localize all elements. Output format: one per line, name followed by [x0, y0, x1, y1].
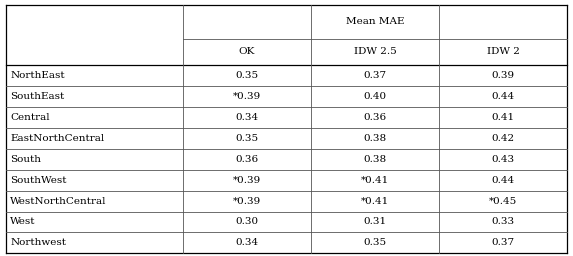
- Text: *0.39: *0.39: [233, 197, 261, 206]
- Text: 0.40: 0.40: [363, 92, 387, 101]
- Text: 0.38: 0.38: [363, 155, 387, 164]
- Text: 0.39: 0.39: [492, 71, 515, 80]
- Text: Mean MAE: Mean MAE: [346, 17, 404, 26]
- Text: 0.36: 0.36: [235, 155, 258, 164]
- Text: OK: OK: [238, 47, 255, 56]
- Text: *0.45: *0.45: [489, 197, 517, 206]
- Text: 0.36: 0.36: [363, 113, 387, 122]
- Text: 0.34: 0.34: [235, 238, 258, 248]
- Text: South: South: [10, 155, 41, 164]
- Text: West: West: [10, 218, 36, 227]
- Text: 0.37: 0.37: [492, 238, 515, 248]
- Text: IDW 2: IDW 2: [486, 47, 520, 56]
- Text: *0.39: *0.39: [233, 92, 261, 101]
- Text: 0.37: 0.37: [363, 71, 387, 80]
- Text: 0.31: 0.31: [363, 218, 387, 227]
- Text: EastNorthCentral: EastNorthCentral: [10, 134, 104, 143]
- Text: Northwest: Northwest: [10, 238, 66, 248]
- Text: WestNorthCentral: WestNorthCentral: [10, 197, 107, 206]
- Text: 0.30: 0.30: [235, 218, 258, 227]
- Text: 0.44: 0.44: [492, 92, 515, 101]
- Text: 0.35: 0.35: [363, 238, 387, 248]
- Text: *0.41: *0.41: [361, 176, 389, 185]
- Text: 0.34: 0.34: [235, 113, 258, 122]
- Text: NorthEast: NorthEast: [10, 71, 65, 80]
- Text: SouthEast: SouthEast: [10, 92, 65, 101]
- Text: 0.44: 0.44: [492, 176, 515, 185]
- Text: *0.41: *0.41: [361, 197, 389, 206]
- Text: 0.41: 0.41: [492, 113, 515, 122]
- Text: *0.39: *0.39: [233, 176, 261, 185]
- Text: IDW 2.5: IDW 2.5: [354, 47, 397, 56]
- Text: Central: Central: [10, 113, 50, 122]
- Text: 0.35: 0.35: [235, 134, 258, 143]
- Text: 0.35: 0.35: [235, 71, 258, 80]
- Text: 0.38: 0.38: [363, 134, 387, 143]
- Text: 0.33: 0.33: [492, 218, 515, 227]
- Text: 0.42: 0.42: [492, 134, 515, 143]
- Text: 0.43: 0.43: [492, 155, 515, 164]
- Text: SouthWest: SouthWest: [10, 176, 67, 185]
